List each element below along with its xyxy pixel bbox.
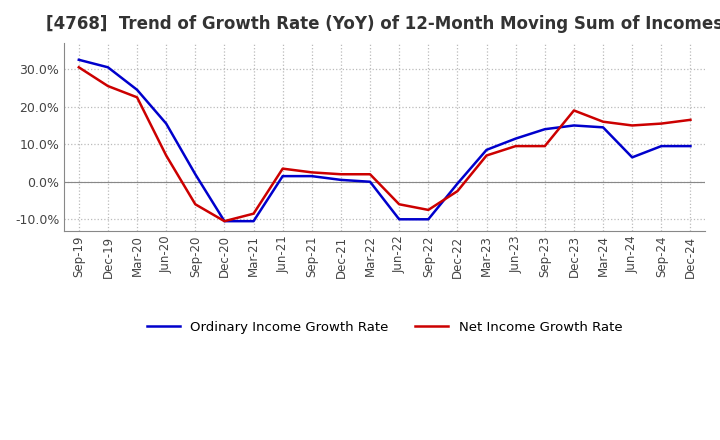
Net Income Growth Rate: [570, 108, 578, 113]
Net Income Growth Rate: [599, 119, 608, 125]
Ordinary Income Growth Rate: [686, 143, 695, 149]
Ordinary Income Growth Rate: [482, 147, 491, 153]
Ordinary Income Growth Rate: [162, 121, 171, 126]
Ordinary Income Growth Rate: [249, 219, 258, 224]
Ordinary Income Growth Rate: [104, 65, 112, 70]
Net Income Growth Rate: [74, 65, 83, 70]
Ordinary Income Growth Rate: [541, 127, 549, 132]
Net Income Growth Rate: [337, 172, 346, 177]
Net Income Growth Rate: [453, 188, 462, 194]
Net Income Growth Rate: [424, 207, 433, 213]
Net Income Growth Rate: [249, 211, 258, 216]
Net Income Growth Rate: [366, 172, 374, 177]
Ordinary Income Growth Rate: [366, 179, 374, 184]
Net Income Growth Rate: [511, 143, 520, 149]
Ordinary Income Growth Rate: [132, 87, 141, 92]
Net Income Growth Rate: [279, 166, 287, 171]
Line: Ordinary Income Growth Rate: Ordinary Income Growth Rate: [78, 60, 690, 221]
Ordinary Income Growth Rate: [220, 219, 229, 224]
Ordinary Income Growth Rate: [307, 173, 316, 179]
Ordinary Income Growth Rate: [657, 143, 665, 149]
Ordinary Income Growth Rate: [337, 177, 346, 183]
Net Income Growth Rate: [162, 153, 171, 158]
Net Income Growth Rate: [686, 117, 695, 122]
Ordinary Income Growth Rate: [599, 125, 608, 130]
Ordinary Income Growth Rate: [74, 57, 83, 62]
Net Income Growth Rate: [220, 219, 229, 224]
Net Income Growth Rate: [191, 202, 199, 207]
Ordinary Income Growth Rate: [279, 173, 287, 179]
Ordinary Income Growth Rate: [570, 123, 578, 128]
Net Income Growth Rate: [628, 123, 636, 128]
Net Income Growth Rate: [541, 143, 549, 149]
Net Income Growth Rate: [395, 202, 403, 207]
Net Income Growth Rate: [307, 170, 316, 175]
Ordinary Income Growth Rate: [191, 172, 199, 177]
Net Income Growth Rate: [657, 121, 665, 126]
Net Income Growth Rate: [132, 95, 141, 100]
Legend: Ordinary Income Growth Rate, Net Income Growth Rate: Ordinary Income Growth Rate, Net Income …: [142, 316, 628, 340]
Net Income Growth Rate: [104, 84, 112, 89]
Line: Net Income Growth Rate: Net Income Growth Rate: [78, 67, 690, 221]
Title: [4768]  Trend of Growth Rate (YoY) of 12-Month Moving Sum of Incomes: [4768] Trend of Growth Rate (YoY) of 12-…: [46, 15, 720, 33]
Ordinary Income Growth Rate: [424, 216, 433, 222]
Ordinary Income Growth Rate: [453, 181, 462, 186]
Ordinary Income Growth Rate: [511, 136, 520, 141]
Net Income Growth Rate: [482, 153, 491, 158]
Ordinary Income Growth Rate: [395, 216, 403, 222]
Ordinary Income Growth Rate: [628, 155, 636, 160]
